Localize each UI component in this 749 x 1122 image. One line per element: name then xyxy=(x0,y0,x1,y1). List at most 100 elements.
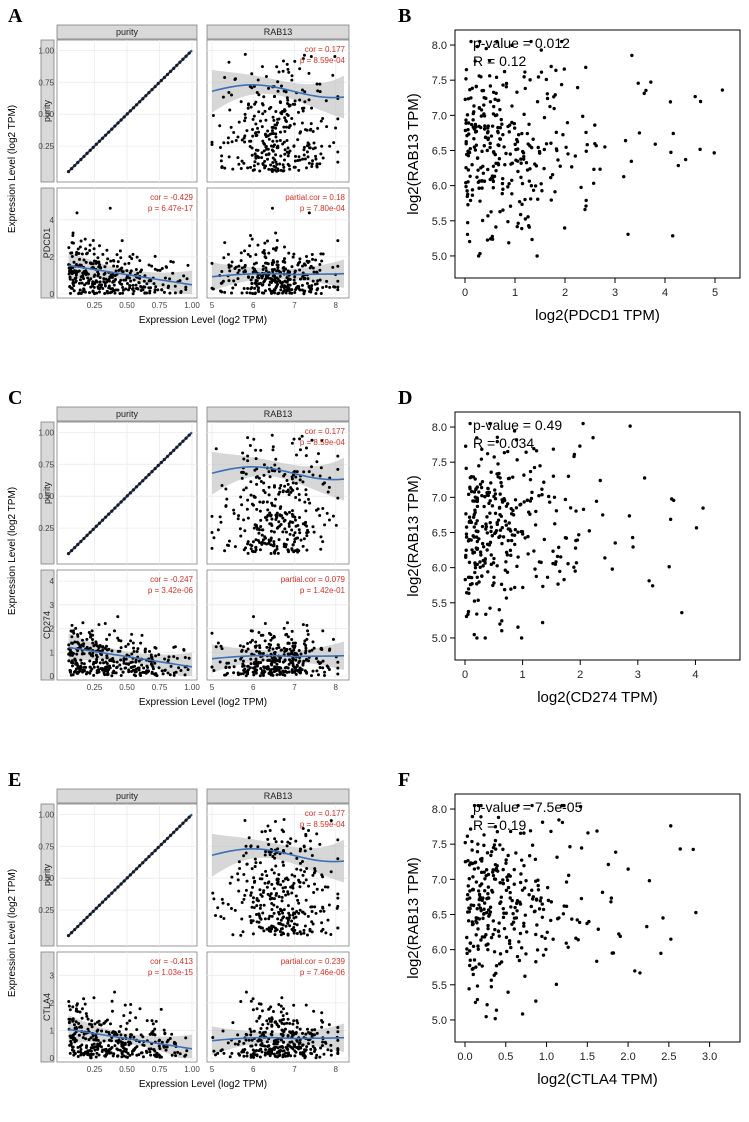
data-point xyxy=(250,72,254,76)
y-axis-title: log2(RAB13 TPM) xyxy=(405,93,422,214)
y-tick-label: 1 xyxy=(50,1026,55,1035)
data-point xyxy=(144,858,148,862)
data-point xyxy=(561,133,565,137)
data-point xyxy=(269,538,273,542)
data-point xyxy=(564,941,568,945)
data-point xyxy=(283,152,287,156)
data-point xyxy=(93,1048,97,1052)
data-point xyxy=(489,134,494,138)
data-point xyxy=(319,152,323,156)
data-point xyxy=(498,210,502,214)
data-point xyxy=(243,52,247,56)
data-point xyxy=(281,1007,285,1011)
data-point xyxy=(249,105,253,109)
p-stat: p = 1.42e-01 xyxy=(300,586,346,595)
data-point xyxy=(286,67,290,71)
data-point xyxy=(163,657,167,661)
data-point xyxy=(304,493,308,497)
data-point xyxy=(285,490,289,494)
data-point xyxy=(477,897,482,902)
data-point xyxy=(67,652,71,656)
data-point xyxy=(491,919,496,923)
data-point xyxy=(506,124,510,129)
x-tick-label: 1 xyxy=(520,669,526,681)
data-point xyxy=(557,916,561,920)
data-point xyxy=(281,879,285,883)
data-point xyxy=(96,665,100,669)
data-point xyxy=(232,511,236,515)
data-point xyxy=(300,121,304,125)
data-point xyxy=(163,669,167,673)
data-point xyxy=(311,257,315,261)
data-point xyxy=(106,257,110,261)
data-point xyxy=(477,580,481,584)
data-point xyxy=(494,963,499,968)
data-point xyxy=(511,920,516,924)
data-point xyxy=(254,644,258,648)
data-point xyxy=(279,883,283,887)
data-point xyxy=(259,1027,263,1031)
data-point xyxy=(302,106,306,110)
y-tick-label: 4 xyxy=(50,577,55,586)
data-point xyxy=(256,243,260,247)
data-point xyxy=(478,482,483,486)
data-point xyxy=(70,287,74,291)
data-point xyxy=(251,932,255,936)
data-point xyxy=(321,252,325,256)
data-point xyxy=(274,518,278,522)
loess-fit-line xyxy=(68,264,193,286)
data-point xyxy=(252,673,256,677)
data-point xyxy=(244,546,248,550)
data-point xyxy=(712,151,716,155)
data-point xyxy=(304,643,308,647)
data-point xyxy=(210,514,214,518)
data-point xyxy=(613,850,618,854)
data-point xyxy=(101,648,105,652)
data-point xyxy=(488,606,492,610)
data-point xyxy=(124,287,128,291)
data-point xyxy=(578,804,583,809)
data-point xyxy=(262,463,266,467)
data-point xyxy=(183,1054,187,1058)
data-point xyxy=(138,1007,142,1011)
data-point xyxy=(79,291,83,295)
data-point xyxy=(288,913,292,917)
data-point xyxy=(308,146,312,150)
data-point xyxy=(274,1045,278,1049)
data-point xyxy=(498,880,502,885)
data-point xyxy=(274,926,278,930)
data-point xyxy=(232,508,236,512)
data-point xyxy=(131,292,135,296)
data-point xyxy=(145,669,149,673)
data-point xyxy=(150,470,154,474)
data-point xyxy=(504,560,508,564)
data-point xyxy=(112,283,116,287)
data-point xyxy=(488,499,492,503)
data-point xyxy=(128,1011,132,1015)
data-point xyxy=(691,847,695,852)
data-point xyxy=(480,493,484,498)
data-point xyxy=(255,668,259,672)
data-point xyxy=(668,517,673,522)
data-point xyxy=(255,912,259,916)
data-point xyxy=(279,1038,283,1042)
data-point xyxy=(244,472,248,476)
data-point xyxy=(526,552,530,556)
data-point xyxy=(271,115,275,119)
data-point xyxy=(258,906,262,910)
data-point xyxy=(473,1000,478,1005)
data-point xyxy=(254,253,258,257)
data-point xyxy=(331,514,335,518)
data-point xyxy=(560,39,564,44)
x-tick-label: 3 xyxy=(612,287,618,299)
data-point xyxy=(501,132,505,137)
data-point xyxy=(163,1032,167,1036)
data-point xyxy=(530,888,534,892)
data-point xyxy=(469,538,473,542)
data-point xyxy=(236,872,240,876)
data-point xyxy=(244,888,248,892)
data-point xyxy=(155,1052,159,1056)
data-point xyxy=(105,637,109,641)
data-point xyxy=(96,256,100,260)
data-point xyxy=(75,211,79,215)
